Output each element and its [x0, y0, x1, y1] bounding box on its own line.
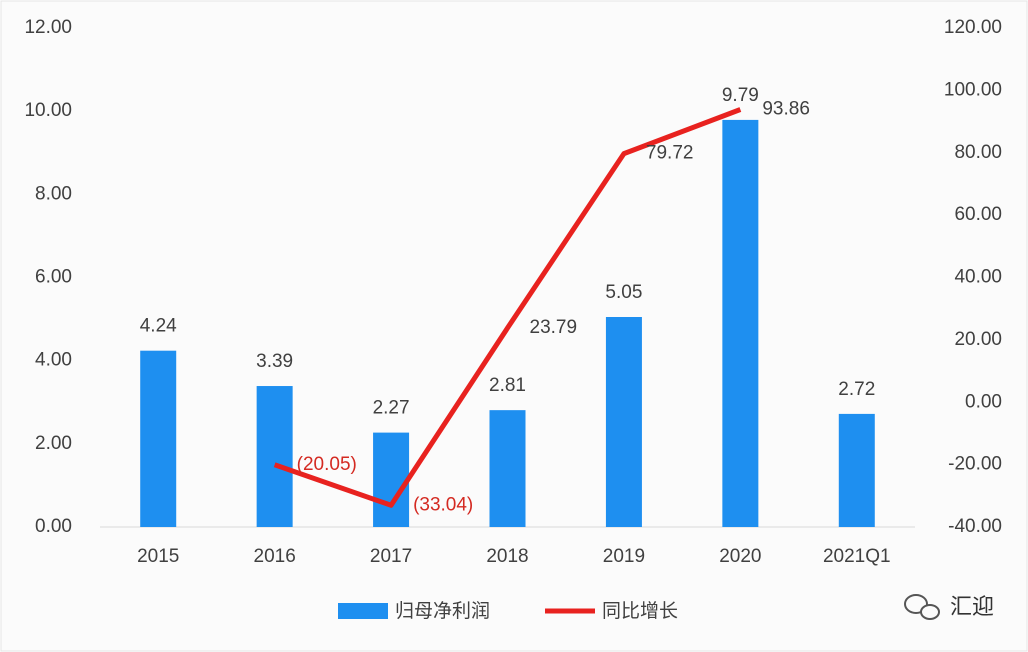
x-tick-label: 2021Q1	[823, 546, 891, 567]
y-tick-label: 2.00	[35, 433, 72, 454]
y2-tick-label: 60.00	[954, 204, 1002, 225]
y-tick-label: 6.00	[35, 267, 72, 288]
bar-value-label: 3.39	[256, 351, 293, 372]
y2-tick-label: 120.00	[944, 17, 1002, 38]
y-tick-label: 10.00	[24, 100, 72, 121]
bar	[256, 386, 293, 527]
bar	[722, 119, 759, 527]
bar-value-label: 2.81	[489, 375, 526, 396]
bar	[838, 413, 875, 527]
y2-tick-label: -20.00	[948, 454, 1002, 475]
bar	[605, 317, 642, 527]
x-tick-label: 2017	[370, 546, 412, 567]
line-value-label: (20.05)	[297, 454, 357, 475]
bar-value-label: 5.05	[605, 282, 642, 303]
y-tick-label: 8.00	[35, 183, 72, 204]
x-tick-label: 2019	[603, 546, 645, 567]
y2-tick-label: 100.00	[944, 79, 1002, 100]
y-tick-label: 4.00	[35, 350, 72, 371]
x-tick-label: 2016	[254, 546, 296, 567]
line	[273, 107, 742, 508]
bar	[140, 350, 177, 527]
legend-label: 同比增长	[602, 600, 678, 622]
bar-value-label: 4.24	[140, 316, 177, 337]
bar	[489, 410, 526, 527]
bar-value-label: 9.79	[722, 85, 759, 106]
y2-tick-label: 0.00	[965, 391, 1002, 412]
y2-tick-label: 20.00	[954, 329, 1002, 350]
y-tick-label: 0.00	[35, 516, 72, 537]
legend-swatch	[338, 603, 388, 619]
watermark: 汇迎	[950, 594, 994, 619]
y2-tick-label: 40.00	[954, 267, 1002, 288]
x-tick-label: 2015	[137, 546, 179, 567]
watermark-icon	[904, 594, 940, 620]
line-value-label: 23.79	[530, 317, 578, 338]
line-value-label: 79.72	[646, 143, 694, 164]
line-value-label: (33.04)	[413, 494, 473, 515]
y-tick-label: 12.00	[24, 17, 72, 38]
bar-value-label: 2.27	[373, 398, 410, 419]
line-value-label: 93.86	[762, 99, 810, 120]
x-tick-label: 2020	[719, 546, 761, 567]
x-tick-label: 2018	[486, 546, 528, 567]
y2-tick-label: 80.00	[954, 142, 1002, 163]
bar-value-label: 2.72	[838, 379, 875, 400]
legend-label: 归母净利润	[395, 600, 490, 622]
bar	[373, 432, 410, 527]
y2-tick-label: -40.00	[948, 516, 1002, 537]
